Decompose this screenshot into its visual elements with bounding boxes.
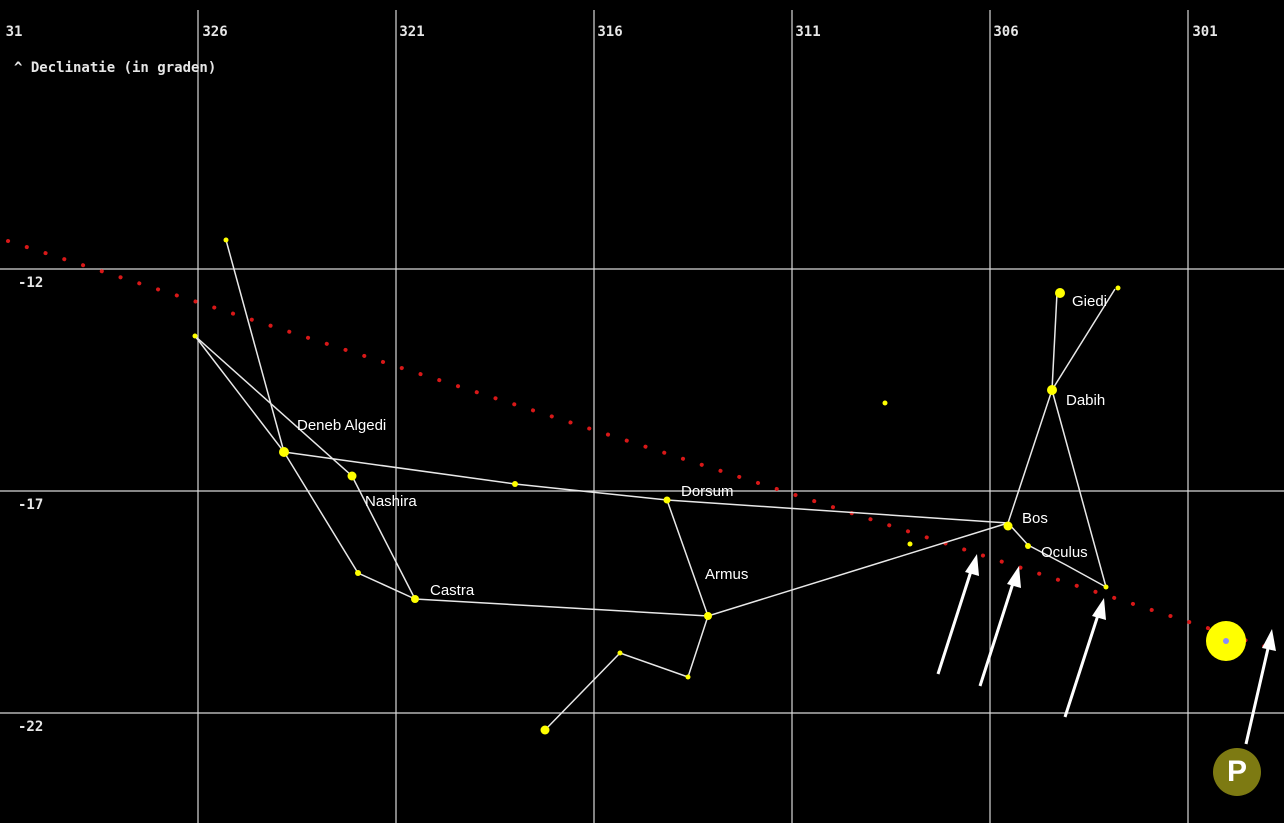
ra-label: 326: [202, 24, 228, 40]
label-deneb-algedi: Deneb Algedi: [297, 417, 387, 434]
label-giedi: Giedi: [1072, 293, 1108, 310]
label-castra: Castra: [430, 582, 475, 599]
dec-label: -22: [18, 719, 44, 735]
label-dabih: Dabih: [1066, 392, 1106, 409]
star: [685, 674, 691, 680]
constellation-line: [1007, 522, 1107, 588]
star: [355, 570, 361, 576]
constellation-line: [414, 522, 1009, 617]
arrow-icon: [1063, 598, 1106, 718]
ra-label: 301: [1192, 24, 1218, 40]
star: [1115, 285, 1121, 291]
star-armus: [704, 612, 712, 620]
arrow-icon: [978, 566, 1021, 687]
constellation-line: [666, 499, 709, 617]
ra-label: 311: [795, 24, 821, 40]
star-castra: [411, 595, 419, 603]
constellation-line: [1051, 389, 1107, 588]
star-bos: [1003, 521, 1013, 531]
axis-title-declination: ^ Declinatie (in graden): [14, 60, 217, 76]
label-armus: Armus: [705, 566, 749, 583]
star-deneb-algedi: [279, 447, 289, 457]
label-oculus: Oculus: [1041, 544, 1088, 561]
ecliptic-line: [6, 239, 1284, 654]
label-bos: Bos: [1022, 510, 1048, 527]
star: [540, 725, 550, 735]
star-giedi: [1055, 288, 1065, 298]
star: [192, 333, 198, 339]
star-nashira: [347, 471, 357, 481]
planet-badge-icon[interactable]: P: [1213, 748, 1261, 796]
constellation-line: [283, 451, 1009, 524]
stars: [192, 237, 1121, 735]
constellation-line: [1007, 292, 1058, 524]
arrows: [936, 554, 1276, 745]
star: [223, 237, 229, 243]
grid: [0, 10, 1284, 823]
ra-label: 31: [5, 24, 23, 40]
constellation-line: [1051, 288, 1116, 391]
star: [617, 650, 623, 656]
ra-label: 316: [597, 24, 623, 40]
arrow-icon: [1244, 629, 1276, 745]
star-dabih: [1047, 385, 1057, 395]
star-dorsum: [663, 496, 671, 504]
ra-label: 321: [399, 24, 425, 40]
arrow-icon: [936, 554, 979, 675]
dec-label: -17: [18, 497, 44, 513]
star: [882, 400, 888, 406]
constellation-line: [194, 335, 416, 600]
label-dorsum: Dorsum: [681, 483, 734, 500]
sun-icon: [1206, 621, 1246, 661]
star: [907, 541, 913, 547]
dec-label: -12: [18, 275, 44, 291]
star: [1103, 584, 1109, 590]
star-oculus: [1025, 543, 1031, 549]
constellation-line: [544, 615, 709, 731]
constellation-line: [225, 239, 285, 453]
star: [512, 481, 518, 487]
constellation-line: [194, 335, 416, 600]
label-nashira: Nashira: [365, 493, 417, 510]
constellation-lines: [194, 239, 1116, 731]
ra-label: 306: [993, 24, 1019, 40]
